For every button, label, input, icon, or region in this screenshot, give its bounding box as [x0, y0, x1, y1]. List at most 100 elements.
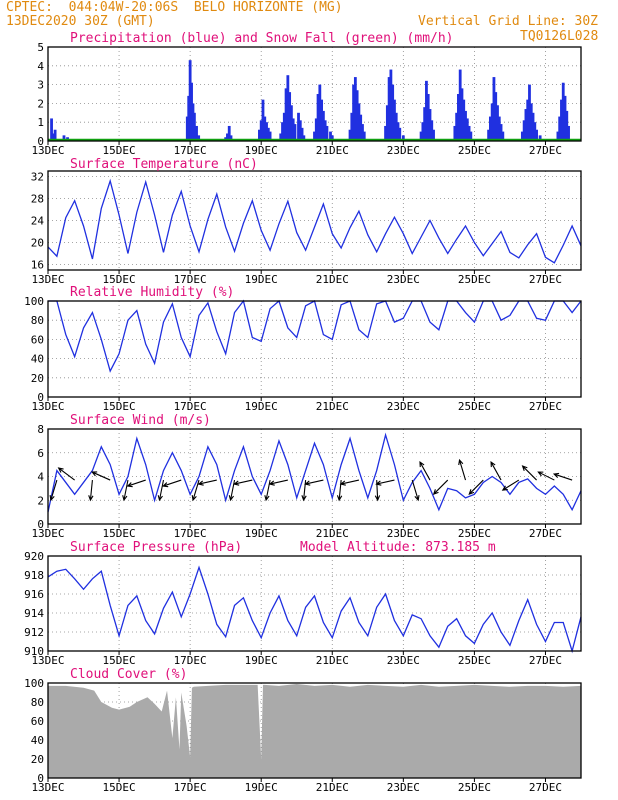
- precip-bar: [464, 110, 467, 141]
- cloud-panel-frame: [47, 682, 582, 779]
- precip-bar: [321, 110, 325, 141]
- precip-bar: [355, 90, 359, 141]
- precip-bar: [188, 60, 192, 141]
- wind-arrow: [228, 479, 236, 502]
- rh-xtick-label: 17DEC: [174, 400, 207, 413]
- wind-series-line: [47, 432, 582, 513]
- wind-xtick-label: 15DEC: [103, 527, 136, 540]
- pres-xtick-label: 23DEC: [387, 654, 420, 667]
- model-code-label: TQ0126L028: [520, 29, 599, 44]
- precip-bar: [426, 94, 430, 141]
- cloud-ytick-label: 60: [31, 715, 44, 728]
- precip-bar: [453, 125, 457, 141]
- temp-ytick-label: 20: [31, 237, 44, 250]
- precip-ytick-label: 4: [37, 60, 44, 73]
- precip-bar: [558, 116, 562, 141]
- temp-panel-frame: [47, 170, 582, 271]
- precip-bar: [398, 127, 402, 141]
- precip-bar: [556, 131, 560, 141]
- pres-xtick-label: 19DEC: [245, 654, 278, 667]
- precip-bar: [313, 131, 316, 141]
- wind-arrow: [521, 465, 537, 481]
- precip-bar: [432, 129, 435, 141]
- precip-bar: [394, 112, 398, 141]
- precip-xtick-label: 17DEC: [174, 144, 207, 157]
- wind-arrow: [191, 479, 200, 502]
- rh-ytick-label: 100: [24, 295, 44, 308]
- cloud-xtick-label: 23DEC: [387, 781, 420, 794]
- precip-bar: [494, 92, 498, 141]
- precip-bar: [488, 116, 492, 141]
- precip-bar: [567, 125, 570, 141]
- cloud-cover-area: [48, 683, 581, 778]
- precip-bar: [197, 135, 201, 141]
- cloud-xtick-label: 25DEC: [458, 781, 491, 794]
- precip-bar: [316, 94, 320, 141]
- precip-bar: [487, 129, 491, 141]
- precip-bar: [192, 112, 196, 141]
- wind-ytick-label: 2: [37, 494, 44, 507]
- precip-bar: [191, 103, 195, 141]
- precip-panel-frame: [47, 46, 582, 142]
- rh-xtick-label: 25DEC: [458, 400, 491, 413]
- precip-bar: [430, 120, 434, 141]
- precip-bar: [314, 118, 318, 141]
- precip-panel-title: Precipitation (blue) and Snow Fall (gree…: [70, 31, 454, 46]
- precip-bar: [467, 125, 471, 141]
- precip-xtick-label: 27DEC: [529, 144, 562, 157]
- precip-bar: [393, 99, 396, 141]
- pres-ytick-label: 912: [24, 626, 44, 639]
- precip-bar: [457, 94, 460, 141]
- wind-arrow: [197, 479, 217, 486]
- precip-bar: [265, 122, 268, 141]
- precip-bar: [455, 112, 459, 141]
- cloud-ytick-label: 20: [31, 753, 44, 766]
- temp-xtick-label: 23DEC: [387, 273, 420, 286]
- precip-bar: [279, 133, 283, 141]
- wind-xtick-label: 23DEC: [387, 527, 420, 540]
- precip-bar: [565, 110, 569, 141]
- precip-bar: [330, 135, 334, 141]
- cloud-xtick-label: 19DEC: [245, 781, 278, 794]
- wind-ytick-label: 4: [37, 471, 44, 484]
- precip-bar: [353, 77, 357, 141]
- rh-panel-frame: [47, 300, 582, 398]
- precip-bar: [389, 69, 393, 141]
- precip-bar: [428, 109, 432, 141]
- cloud-xtick-label: 13DEC: [31, 781, 64, 794]
- rh-ytick-label: 40: [31, 353, 44, 366]
- precip-bar: [385, 105, 389, 141]
- pres-xtick-label: 17DEC: [174, 654, 207, 667]
- wind-arrow: [88, 480, 94, 502]
- precip-bar: [290, 105, 293, 141]
- temp-ytick-label: 28: [31, 193, 44, 206]
- precip-xtick-label: 15DEC: [103, 144, 136, 157]
- temp-ytick-label: 16: [31, 259, 44, 272]
- precip-bar: [263, 116, 267, 141]
- wind-xtick-label: 13DEC: [31, 527, 64, 540]
- pres-panel-frame: [47, 555, 582, 652]
- precip-bar: [425, 80, 428, 141]
- precip-bar: [320, 99, 324, 141]
- temp-xtick-label: 21DEC: [316, 273, 349, 286]
- wind-arrow: [458, 458, 467, 481]
- precip-bar: [297, 112, 300, 141]
- precip-bar: [396, 122, 400, 141]
- precip-xtick-label: 21DEC: [316, 144, 349, 157]
- cloud-xtick-label: 27DEC: [529, 781, 562, 794]
- wind-xtick-label: 21DEC: [316, 527, 349, 540]
- precip-bar: [286, 75, 290, 141]
- precip-ytick-label: 2: [37, 97, 44, 110]
- wind-arrow: [122, 479, 129, 502]
- wind-arrow: [91, 471, 111, 481]
- precip-bar: [185, 116, 189, 141]
- wind-arrow: [419, 460, 431, 481]
- precip-bar: [421, 122, 425, 141]
- precip-bar: [50, 118, 53, 141]
- pres-xtick-label: 21DEC: [316, 654, 349, 667]
- wind-arrow: [162, 479, 182, 488]
- wind-xtick-label: 17DEC: [174, 527, 207, 540]
- precip-bar: [325, 125, 329, 141]
- precip-bar: [492, 77, 496, 141]
- precip-xtick-label: 19DEC: [245, 144, 278, 157]
